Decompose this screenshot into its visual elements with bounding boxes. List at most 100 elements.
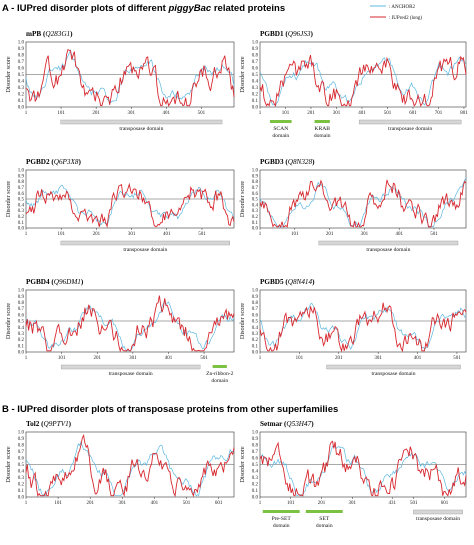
- x-tick-label: 301: [119, 501, 127, 506]
- y-tick-label: 0.2: [18, 338, 25, 343]
- panel-accession: Q8N328: [288, 158, 313, 166]
- y-tick-label: 0.0: [252, 106, 259, 111]
- x-tick-label: 501: [453, 356, 461, 361]
- y-tick-label: 0.9: [18, 437, 25, 442]
- x-tick-label: 1: [25, 356, 28, 361]
- y-tick-label: 0.0: [252, 351, 259, 356]
- x-tick-label: 501: [384, 111, 392, 116]
- y-tick-label: 0.3: [252, 476, 259, 481]
- x-tick-label: 101: [291, 232, 299, 237]
- panel-paren: ): [81, 278, 84, 286]
- y-tick-label: 0.9: [18, 47, 25, 52]
- y-tick-label: 0.5: [18, 73, 25, 78]
- y-tick-label: 0.6: [252, 313, 259, 318]
- panel-paren: ): [312, 278, 315, 286]
- iupred-line: [25, 49, 235, 107]
- panel-pgbd1: PGBD1 (Q96JS3) Disorder score 0.0 0.10.2 0.3…: [239, 30, 468, 139]
- domain-label: Pre-SET: [272, 516, 292, 522]
- x-tick-label: 501: [410, 501, 418, 506]
- y-tick-label: 0.7: [18, 60, 25, 65]
- x-tick-label: 501: [430, 232, 438, 237]
- domain-bar: [314, 120, 330, 123]
- domain-label: domain: [316, 523, 333, 529]
- domain-label: transposase domain: [123, 247, 167, 253]
- section-b-title: B - IUPred disorder plots of transposase…: [2, 404, 338, 415]
- y-tick-label: 0.1: [18, 221, 25, 226]
- x-tick-label: 301: [374, 356, 382, 361]
- domain-label: SET: [319, 516, 330, 522]
- x-tick-label: 301: [129, 356, 137, 361]
- panel-accession: Q6P3X8: [54, 158, 79, 166]
- x-tick-label: 301: [361, 232, 369, 237]
- y-tick-label: 0.1: [252, 221, 259, 226]
- x-tick-label: 101: [282, 111, 290, 116]
- domain-bar: [262, 510, 300, 513]
- iupred-line: [25, 295, 235, 353]
- y-axis-label: Disorder score: [239, 56, 246, 93]
- domain-label: transposase domain: [416, 516, 460, 522]
- y-tick-label: 0.9: [18, 174, 25, 179]
- y-tick-label: 0.3: [18, 332, 25, 337]
- domain-bar: [269, 120, 292, 123]
- y-tick-label: 0.1: [18, 344, 25, 349]
- x-tick-label: 1: [25, 501, 28, 506]
- y-tick-label: 0.3: [252, 86, 259, 91]
- panel-name: PGBD3 (: [260, 158, 288, 166]
- panel-title: PGBD3 (Q8N328): [260, 158, 315, 166]
- y-tick-label: 0.9: [252, 295, 259, 300]
- x-tick-label: 201: [86, 501, 94, 506]
- y-tick-label: 0.2: [252, 215, 259, 220]
- x-tick-label: 601: [215, 501, 223, 506]
- panel-name: PGBD2 (: [26, 158, 54, 166]
- y-tick-label: 1.0: [18, 431, 25, 436]
- y-tick-label: 0.7: [252, 60, 259, 65]
- y-tick-label: 0.1: [18, 99, 25, 104]
- panel-name: Setmar (: [260, 420, 287, 428]
- legend-iupred-label: : IUPred2 (long): [389, 16, 422, 21]
- y-tick-label: 1.0: [252, 289, 259, 294]
- panel-pgbd3: PGBD3 (Q8N328) Disorder score 0.00.10.20.3…: [239, 158, 467, 253]
- y-tick-label: 0.7: [252, 307, 259, 312]
- y-tick-label: 0.9: [18, 295, 25, 300]
- y-tick-label: 0.8: [252, 301, 259, 306]
- x-tick-label: 701: [435, 111, 443, 116]
- iupred-line: [259, 440, 467, 497]
- y-tick-label: 0.8: [252, 54, 259, 59]
- y-tick-label: 0.5: [18, 198, 25, 203]
- x-tick-label: 401: [151, 501, 159, 506]
- panel-accession: Q96JS3: [288, 30, 311, 38]
- x-tick-label: 801: [460, 111, 468, 116]
- y-tick-label: 1.0: [18, 169, 25, 174]
- panel-title: PGBD5 (Q8N414): [260, 278, 315, 286]
- y-tick-label: 0.3: [252, 209, 259, 214]
- y-tick-label: 1.0: [252, 431, 259, 436]
- x-tick-label: 201: [92, 111, 100, 116]
- y-tick-label: 0.5: [252, 73, 259, 78]
- y-axis-label: Disorder score: [5, 181, 12, 218]
- panel-pgbd4: PGBD4 (Q96DM1) Disorder score 0.0 0.10.20.3…: [5, 278, 235, 384]
- domain-bar: [212, 365, 227, 368]
- x-tick-label: 301: [127, 111, 135, 116]
- anchor2-line: [259, 302, 467, 351]
- x-tick-label: 401: [165, 356, 173, 361]
- domain-bar: [358, 119, 462, 125]
- x-tick-label: 501: [183, 501, 191, 506]
- iupred-line: [259, 179, 467, 228]
- y-tick-label: 0.4: [252, 470, 259, 475]
- x-tick-label: 101: [57, 111, 65, 116]
- panel-title: PGBD4 (Q96DM1): [26, 278, 84, 286]
- y-tick-label: 0.5: [252, 198, 259, 203]
- y-tick-label: 0.0: [18, 227, 25, 232]
- panel-name: PGBD5 (: [260, 278, 288, 286]
- y-tick-label: 0.9: [252, 174, 259, 179]
- x-tick-label: 201: [335, 356, 343, 361]
- section-a-title: A - IUPred disorder plots of different p…: [2, 3, 285, 14]
- domain-label: SCAN: [273, 126, 288, 132]
- y-tick-label: 0.4: [18, 470, 25, 475]
- panel-name: PGBD4 (: [26, 278, 54, 286]
- x-tick-label: 101: [57, 232, 65, 237]
- y-tick-label: 0.5: [18, 463, 25, 468]
- domain-label: transposase domain: [366, 247, 410, 253]
- y-tick-label: 0.5: [252, 320, 259, 325]
